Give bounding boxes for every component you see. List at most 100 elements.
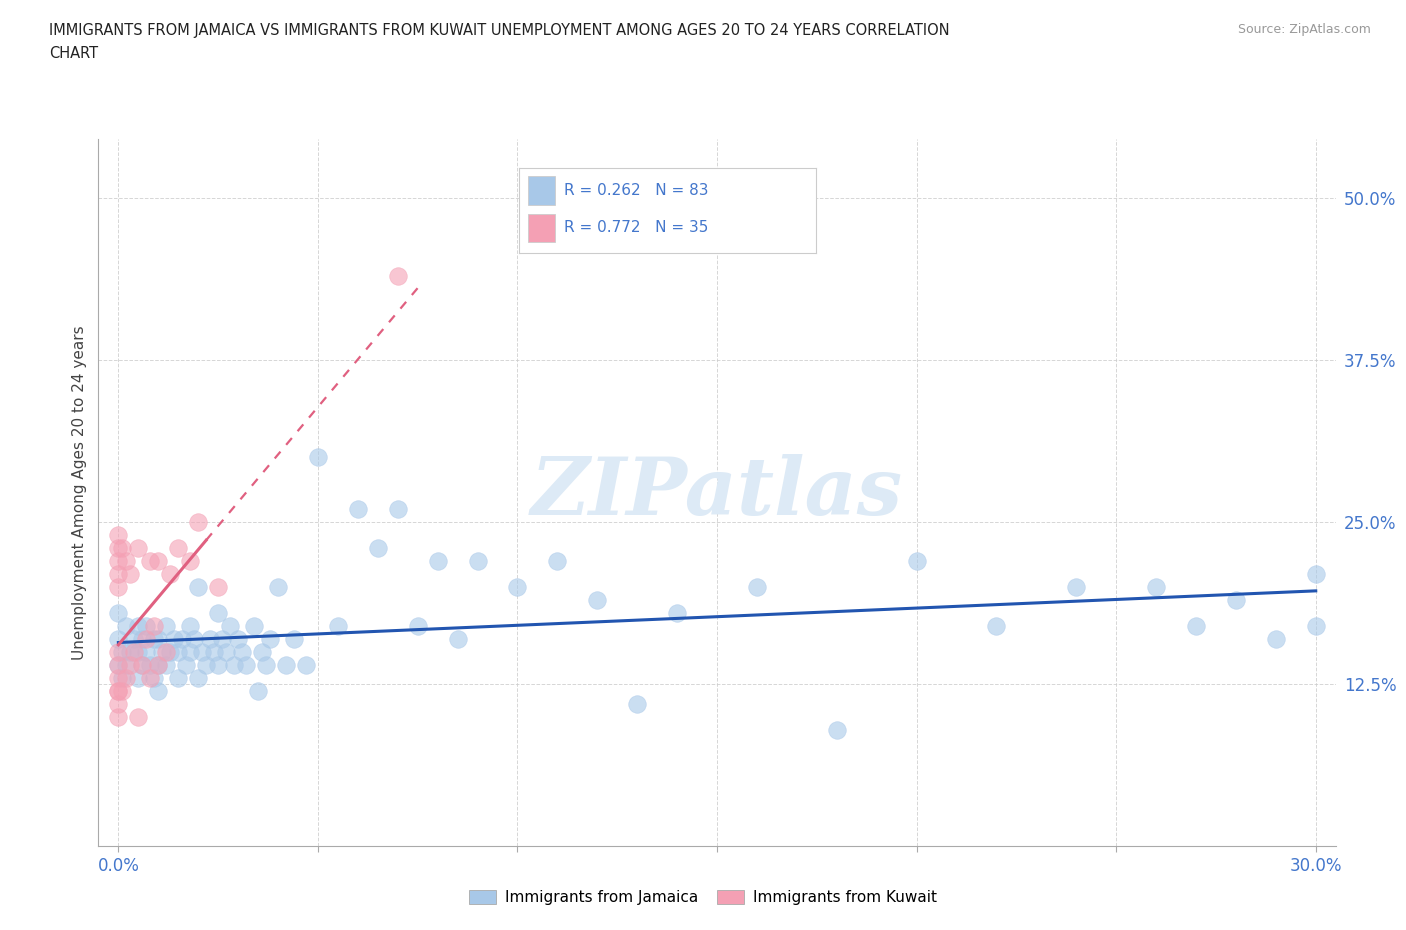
Point: [139, 553, 162, 568]
Point: [120, 644, 142, 659]
Point: [546, 553, 568, 568]
Point: [191, 644, 214, 659]
Point: [143, 671, 166, 685]
Point: [167, 671, 190, 685]
Point: [107, 605, 129, 620]
Point: [127, 710, 149, 724]
Legend: Immigrants from Jamaica, Immigrants from Kuwait: Immigrants from Jamaica, Immigrants from…: [463, 884, 943, 911]
Point: [326, 618, 349, 633]
Point: [446, 631, 468, 646]
Point: [1225, 592, 1247, 607]
Point: [107, 566, 129, 581]
Point: [107, 710, 129, 724]
Point: [207, 605, 229, 620]
Point: [107, 579, 129, 594]
Point: [124, 631, 146, 646]
Point: [250, 644, 273, 659]
Point: [115, 658, 138, 672]
Point: [124, 644, 146, 659]
Point: [1305, 566, 1327, 581]
Point: [107, 540, 129, 555]
Bar: [529, 177, 555, 206]
Point: [143, 618, 166, 633]
Point: [139, 658, 162, 672]
Point: [111, 644, 134, 659]
Point: [159, 566, 181, 581]
Point: [267, 579, 290, 594]
Y-axis label: Unemployment Among Ages 20 to 24 years: Unemployment Among Ages 20 to 24 years: [72, 326, 87, 660]
Point: [127, 671, 149, 685]
Point: [115, 618, 138, 633]
Point: [115, 553, 138, 568]
Point: [107, 658, 129, 672]
Point: [148, 658, 170, 672]
Point: [1144, 579, 1167, 594]
Point: [179, 644, 201, 659]
Point: [467, 553, 489, 568]
Point: [626, 697, 648, 711]
Point: [198, 631, 221, 646]
Point: [127, 644, 149, 659]
Point: [986, 618, 1008, 633]
Text: R = 0.772   N = 35: R = 0.772 N = 35: [564, 220, 709, 235]
Point: [179, 553, 201, 568]
Point: [243, 618, 266, 633]
Point: [187, 671, 209, 685]
Point: [131, 658, 153, 672]
Point: [1305, 618, 1327, 633]
Point: [148, 631, 170, 646]
Point: [139, 671, 162, 685]
Text: Source: ZipAtlas.com: Source: ZipAtlas.com: [1237, 23, 1371, 36]
Bar: [529, 214, 555, 243]
Point: [347, 501, 370, 516]
Point: [259, 631, 281, 646]
Point: [167, 540, 190, 555]
Point: [107, 658, 129, 672]
Point: [195, 658, 218, 672]
Point: [148, 553, 170, 568]
Point: [155, 644, 177, 659]
Point: [226, 631, 249, 646]
Point: [825, 722, 848, 737]
Point: [1064, 579, 1087, 594]
Point: [111, 540, 134, 555]
Point: [127, 540, 149, 555]
Point: [131, 658, 153, 672]
Point: [107, 671, 129, 685]
Point: [172, 631, 194, 646]
Point: [1185, 618, 1208, 633]
Text: IMMIGRANTS FROM JAMAICA VS IMMIGRANTS FROM KUWAIT UNEMPLOYMENT AMONG AGES 20 TO : IMMIGRANTS FROM JAMAICA VS IMMIGRANTS FR…: [49, 23, 950, 38]
Point: [148, 658, 170, 672]
Point: [426, 553, 449, 568]
Text: R = 0.262   N = 83: R = 0.262 N = 83: [564, 183, 709, 198]
Point: [187, 579, 209, 594]
Point: [207, 658, 229, 672]
Point: [167, 644, 190, 659]
Point: [111, 671, 134, 685]
Point: [135, 631, 157, 646]
Point: [406, 618, 429, 633]
Point: [224, 658, 246, 672]
Point: [107, 553, 129, 568]
Point: [666, 605, 689, 620]
Point: [387, 268, 409, 283]
Point: [107, 697, 129, 711]
Point: [295, 658, 318, 672]
Point: [120, 658, 142, 672]
Point: [274, 658, 297, 672]
Text: ZIPatlas: ZIPatlas: [531, 454, 903, 532]
Point: [307, 450, 329, 465]
Point: [235, 658, 257, 672]
Point: [127, 618, 149, 633]
Point: [215, 644, 238, 659]
Point: [367, 540, 389, 555]
Point: [283, 631, 305, 646]
Point: [143, 631, 166, 646]
Point: [586, 592, 609, 607]
Point: [231, 644, 253, 659]
Point: [905, 553, 928, 568]
Point: [247, 684, 270, 698]
Point: [202, 644, 225, 659]
Point: [107, 644, 129, 659]
Point: [187, 514, 209, 529]
